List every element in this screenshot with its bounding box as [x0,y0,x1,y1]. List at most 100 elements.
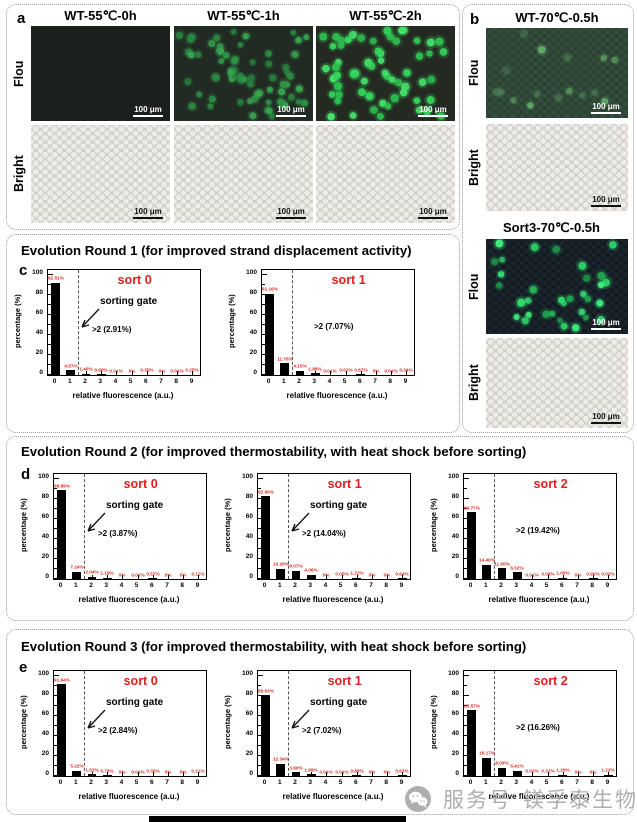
round1-title: Evolution Round 1 (for improved strand d… [21,243,412,258]
arrow-icon [286,510,312,538]
y-tick-label: 0 [45,573,49,580]
micro-image-bright-wt55-0h: 100 μm [31,125,170,223]
y-tick-label: 80 [451,690,459,697]
x-axis-title: relative fluorescence (a.u.) [282,792,384,801]
bar-label: 81.16% [261,287,278,293]
bar-label: 66.77% [463,506,480,511]
bar-label: 4.06% [304,568,318,574]
fluorescent-dots [316,26,450,121]
x-tick-label: 2 [89,779,93,786]
micro-image-flou-wt70: 100 μm [486,28,628,118]
x-axis-title: relative fluorescence (a.u.) [282,595,384,604]
y-tick-mark [258,745,261,746]
x-tick-mark [177,371,179,375]
arrow-icon [76,306,102,334]
y-tick-mark [48,354,53,355]
fluorescent-dots [488,239,620,334]
bar-label: 0% [165,573,172,578]
y-axis-title: percentage (%) [429,695,438,750]
gate-annotation: >2 (7.02%) [302,726,342,735]
bar-label: 0.34% [400,368,413,373]
y-axis-title: percentage (%) [223,498,232,553]
panel-b: b WT-70℃-0.5h Flou 100 μm Bright 100 μm … [462,4,634,433]
bar-label: 65.57% [463,704,480,709]
y-tick-mark [48,314,53,315]
x-tick-label: 1 [277,582,282,589]
y-tick-mark [262,354,267,355]
y-axis-title: percentage (%) [13,294,22,349]
y-tick-mark [54,695,59,696]
y-tick-label: 40 [249,329,257,336]
gate-annotation: >2 (3.87%) [98,529,138,538]
x-tick-label: 6 [559,582,564,589]
y-tick-mark [54,715,59,716]
y-tick-label: 80 [35,289,43,296]
micro-image-bright-wt70: 100 μm [486,124,628,211]
y-tick-label: 60 [245,513,253,520]
bar [51,282,60,375]
y-tick-mark [48,324,51,325]
chart-round2-sort1: percentage (%) 82.69%10.29%8.07%4.06%0%0.… [221,463,427,613]
y-tick-mark [258,558,263,559]
y-tick-label: 20 [41,750,49,757]
x-tick-label: 7 [369,582,373,589]
x-tick-mark [168,575,169,579]
bar-label: 0.30% [146,770,159,775]
x-tick-label: 6 [143,378,148,385]
x-tick-label: 1 [483,582,488,589]
panel-letter-a: a [17,10,26,27]
bar [57,490,66,579]
x-tick-mark [532,575,534,579]
y-tick-mark [262,324,265,325]
x-tick-mark [92,772,93,776]
x-tick-mark [360,371,362,375]
x-tick-label: 9 [195,582,200,589]
bar [497,767,507,776]
x-tick-label: 6 [149,582,154,589]
bar-label: 0% [119,573,126,578]
y-tick-mark [48,374,53,375]
x-tick-mark [296,575,297,579]
bar-label: 18.17% [478,751,495,757]
y-tick-mark [54,508,57,509]
x-tick-label: 6 [149,779,154,786]
x-tick-mark [578,575,579,579]
chart-round3-sort1: percentage (%)80.63%12.34%3.80%1.69%0.01… [221,660,427,810]
bar [87,576,97,579]
bar-label: 11.76% [276,357,293,362]
y-tick-mark [54,705,57,706]
y-axis-title: percentage (%) [429,498,438,553]
y-tick-label: 100 [38,670,49,677]
y-tick-mark [464,548,467,549]
x-tick-mark [562,575,564,579]
x-tick-label: 4 [113,378,118,385]
x-tick-label: 0 [262,582,267,589]
x-tick-label: 8 [590,582,594,589]
bar [467,512,476,579]
x-tick-mark [192,371,194,375]
y-tick-mark [54,488,57,489]
x-tick-mark [502,772,503,776]
plot-area: 82.69%10.29%8.07%4.06%0%0.05%1.22%0%0%0.… [257,473,411,580]
sorting-gate-line [494,474,496,579]
x-tick-mark [76,772,78,776]
column-header-wt55-1h: WT-55℃-1h [207,8,280,23]
y-tick-label: 0 [249,770,253,777]
chart-round3-sort2: percentage (%)65.57%18.17%8.09%5.41%0.02… [427,660,633,810]
bar [352,775,362,776]
x-tick-mark [517,575,519,579]
x-tick-label: 8 [180,582,184,589]
y-tick-mark [54,518,59,519]
bar-label: 88.89% [53,483,70,489]
y-tick-mark [464,498,469,499]
y-tick-label: 0 [45,770,49,777]
chart-round1-sort1: percentage (%)81.16%11.76%4.15%1.88%0.01… [225,259,431,409]
x-tick-label: 6 [353,582,358,589]
bar-label: 1.20% [556,768,570,774]
arrow-icon [82,510,108,538]
x-tick-mark [265,772,267,776]
bar [352,577,362,579]
y-tick-mark [262,334,267,335]
y-tick-label: 20 [245,750,253,757]
